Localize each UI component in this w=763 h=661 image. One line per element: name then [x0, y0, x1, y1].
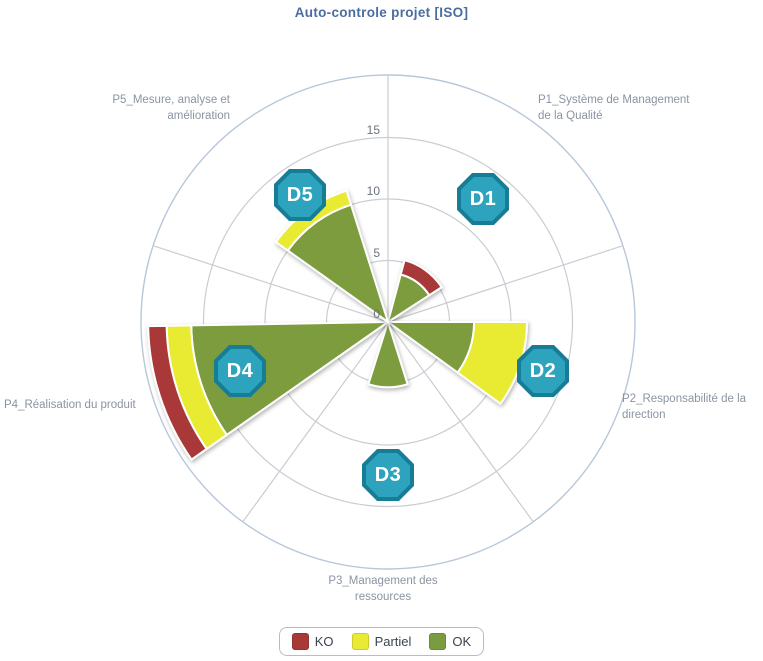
radial-tick-10: 10: [366, 184, 380, 198]
badge-d4-label: D4: [226, 359, 254, 382]
wedge-d5-partiel-segment[interactable]: [274, 189, 353, 252]
badge-d3[interactable]: D3: [362, 449, 414, 501]
sector-label-p2: P2_Responsabilité de la direction: [622, 393, 747, 421]
badge-d2[interactable]: D2: [517, 345, 569, 397]
sector-label-p3: P3_Management des ressources: [328, 575, 438, 603]
badge-d1-label: D1: [469, 187, 497, 210]
ok-color-swatch: [429, 633, 447, 650]
badge-d3-label: D3: [374, 463, 402, 486]
radial-tick-0: 0: [373, 307, 380, 321]
wedge-d1-ko-segment[interactable]: [399, 258, 444, 297]
legend-label-ok: OK: [452, 634, 472, 649]
wedge-d2: [384, 321, 528, 406]
chart-legend: KO Partiel OK: [278, 627, 485, 656]
legend-label-partiel: Partiel: [374, 634, 412, 649]
badge-d2-octagon: D2: [521, 349, 565, 393]
legend-item-ok[interactable]: OK: [429, 633, 471, 650]
badge-d5-label: D5: [286, 183, 314, 206]
badge-d4[interactable]: D4: [214, 345, 266, 397]
sector-spoke-234: [242, 321, 389, 523]
radial-tick-15: 15: [366, 122, 380, 137]
sector-label-p1: P1_Système de Management de la Qualité: [538, 94, 690, 122]
sector-spoke-18: [387, 245, 624, 323]
sector-spoke-306: [387, 321, 534, 523]
badge-d5-octagon: D5: [278, 173, 322, 217]
ko-color-swatch: [291, 633, 309, 650]
badge-d4-octagon: D4: [218, 349, 262, 393]
badge-d3-octagon: D3: [366, 453, 410, 497]
badge-d1[interactable]: D1: [457, 173, 509, 225]
radial-tick-5: 5: [373, 245, 380, 260]
legend-label-ko: KO: [314, 634, 334, 649]
sector-label-p4: P4_Réalisation du produit: [4, 399, 136, 411]
sector-spoke-162: [152, 245, 389, 323]
wedge-d3: [367, 318, 409, 389]
wedge-d5: [274, 189, 390, 325]
sector-label-p5: P5_Mesure, analyse et amélioration: [112, 94, 230, 122]
badge-d2-label: D2: [529, 359, 557, 382]
wedge-d2-partiel-segment[interactable]: [456, 321, 528, 406]
page-title: Auto-controle projet [ISO]: [294, 5, 469, 20]
wedge-d4: [147, 320, 392, 461]
badge-d1-octagon: D1: [461, 177, 505, 221]
wedge-d3-ok-segment[interactable]: [367, 318, 409, 389]
badge-d5[interactable]: D5: [274, 169, 326, 221]
legend-item-partiel[interactable]: Partiel: [351, 633, 412, 650]
wedge-d1: [386, 258, 444, 325]
wedge-d4-ko-segment[interactable]: [147, 324, 209, 461]
legend-item-ko[interactable]: KO: [291, 633, 334, 650]
partiel-color-swatch: [351, 633, 369, 650]
